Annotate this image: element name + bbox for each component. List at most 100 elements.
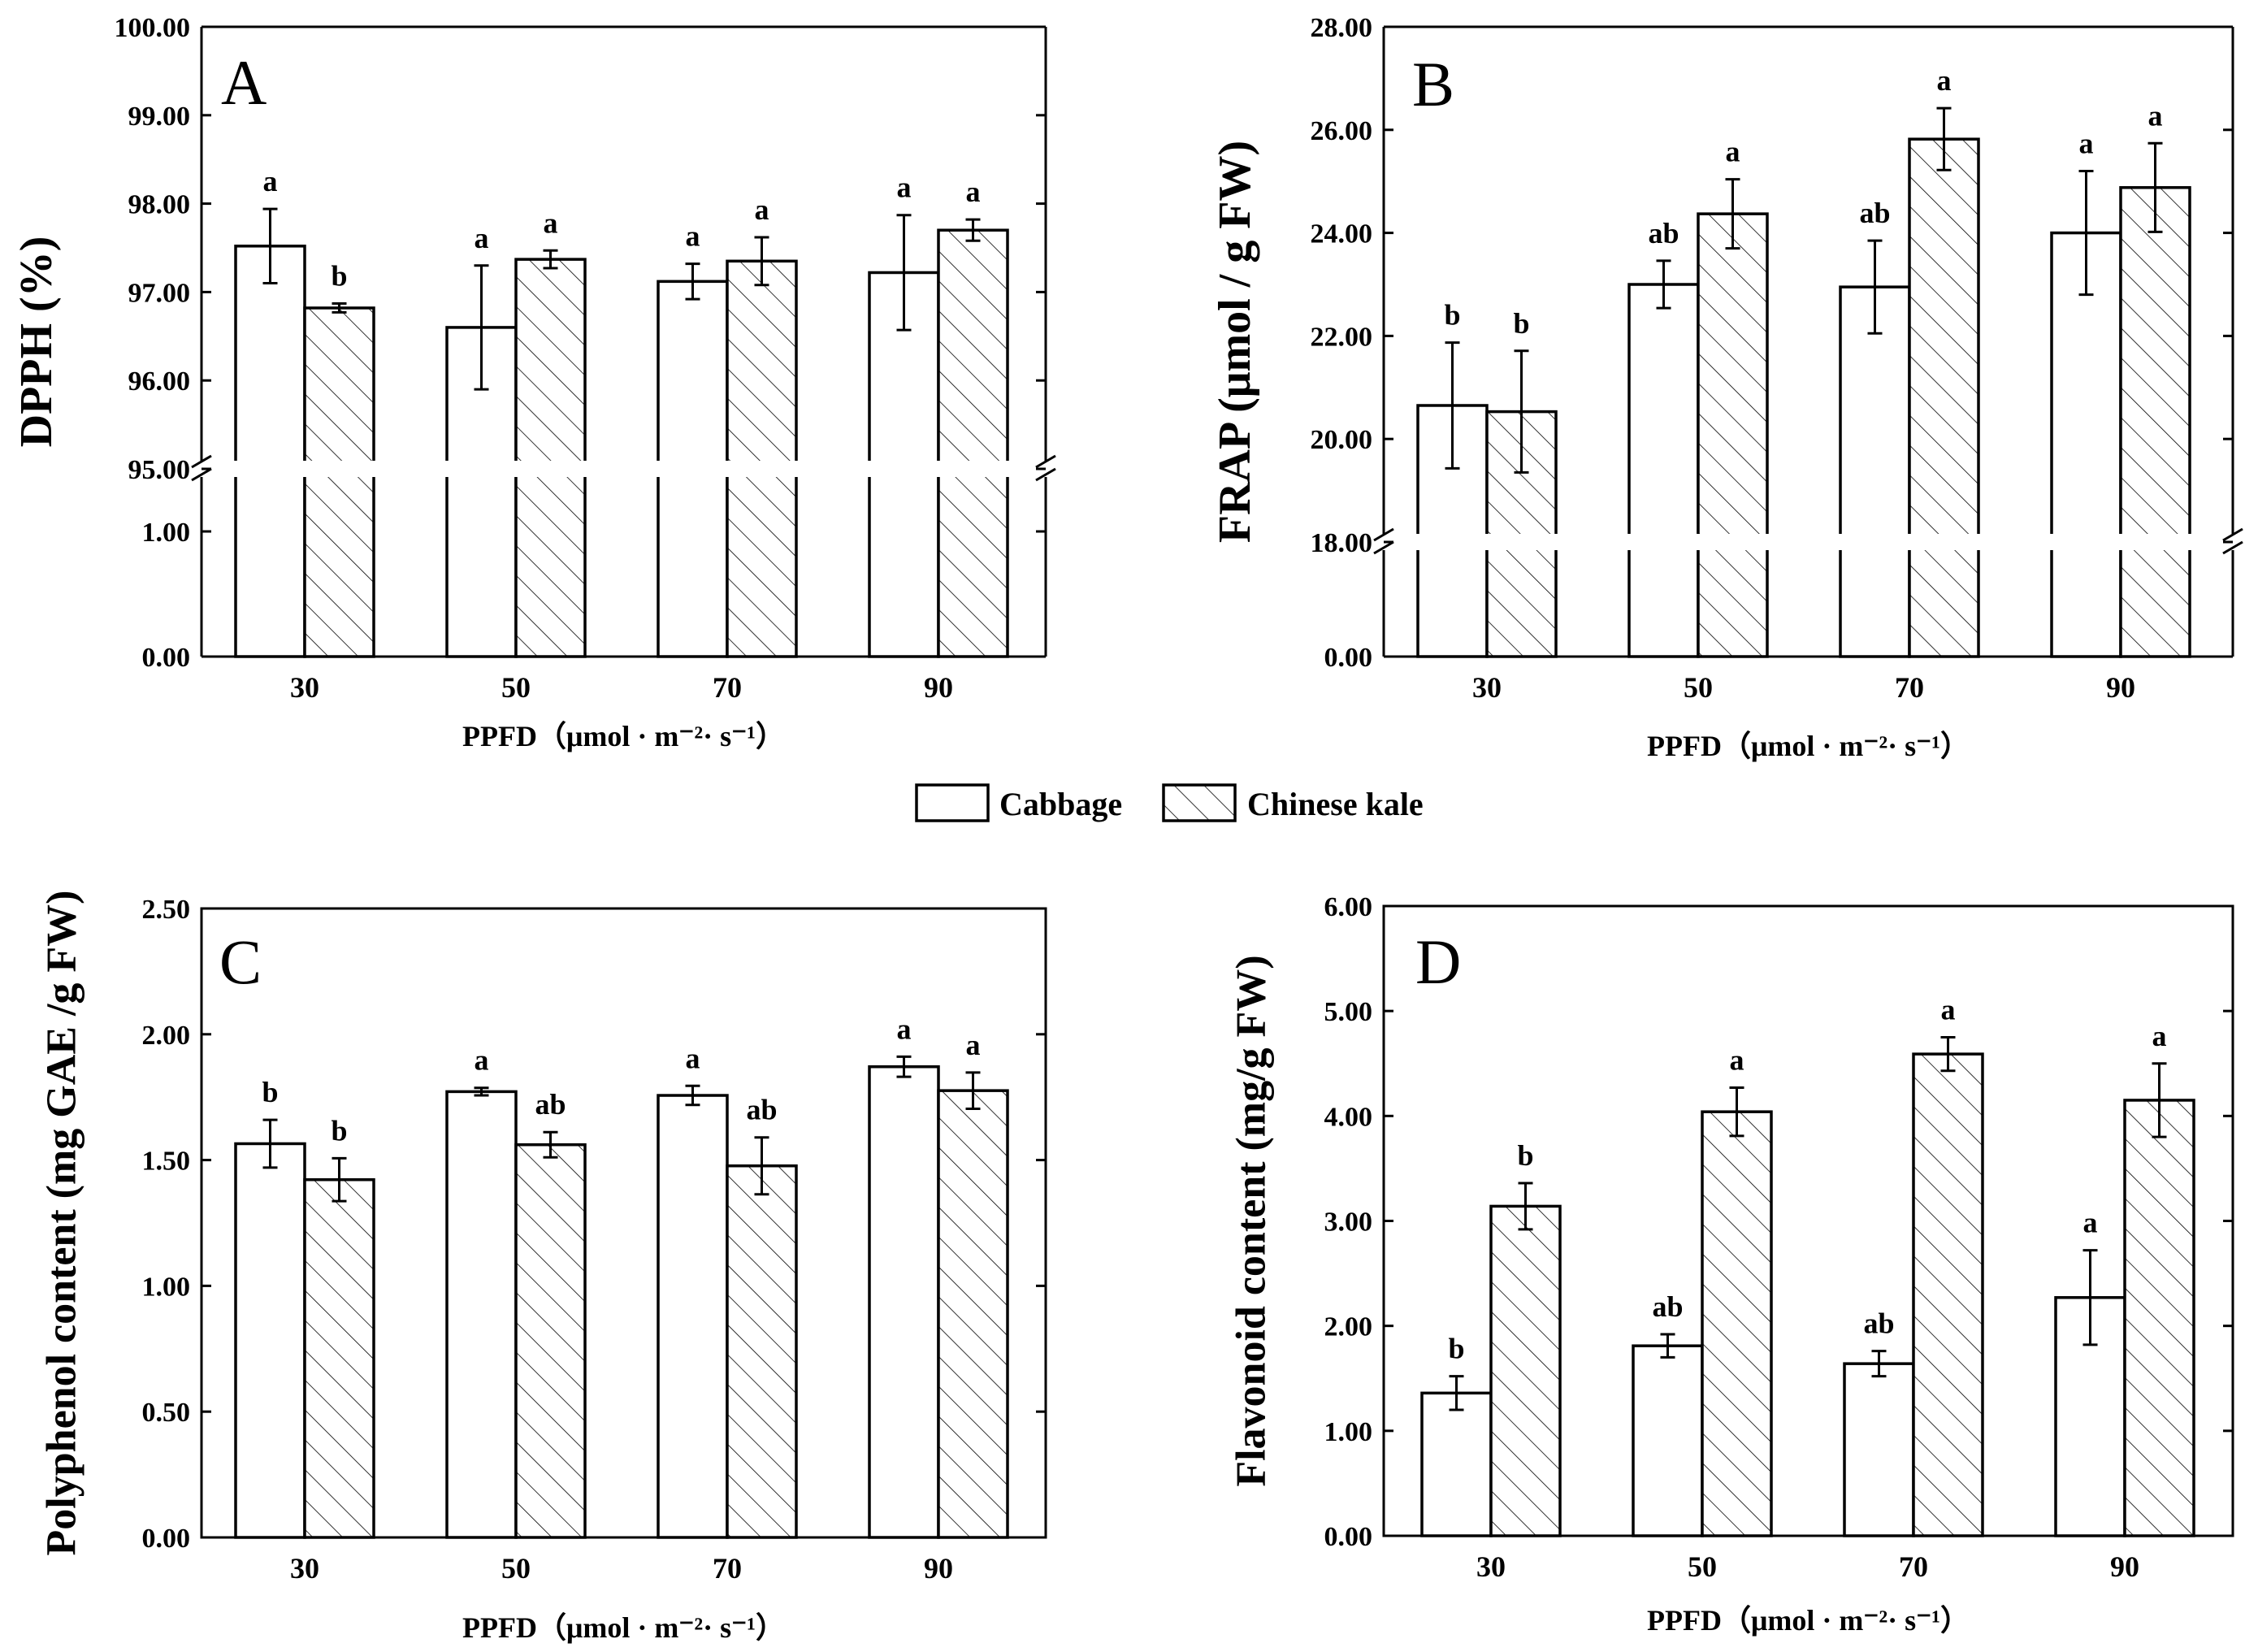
y-tick-label: 1.00	[142, 1272, 191, 1302]
x-tick-label: 50	[501, 1552, 531, 1585]
bar-break-gap	[1484, 534, 1558, 550]
panel-letter: D	[1415, 926, 1461, 997]
y-tick-label: 0.00	[142, 1524, 191, 1554]
significance-label: a	[475, 1044, 489, 1077]
y-axis-title: Flavonoid content (mg/g FW)	[1229, 955, 1275, 1486]
bar-break-gap	[867, 461, 941, 477]
x-tick-label: 90	[924, 671, 953, 704]
x-tick-label: 90	[2106, 671, 2135, 704]
plot-frame	[200, 907, 1047, 1539]
x-axis-title: PPFD（μmol · m⁻²· s⁻¹）	[462, 1611, 785, 1644]
y-tick-label: 100.00	[115, 13, 191, 43]
bar-chinese-kale-70	[1908, 137, 1980, 658]
axis-break-mark	[2222, 527, 2243, 542]
x-tick-label: 50	[1684, 671, 1713, 704]
significance-label: b	[262, 1076, 278, 1108]
y-axis-title: Polyphenol content (mg GAE /g FW)	[39, 891, 85, 1556]
y-axis-title: DPPH (%)	[11, 236, 62, 448]
bar-chinese-kale-70	[1912, 1052, 1984, 1537]
panels: 0.00 1.00 95.00 96.00 97.00 98.00 99.00 100.00 3…	[11, 13, 2243, 1644]
bar-break-gap	[1627, 534, 1701, 550]
significance-label: b	[1513, 307, 1529, 340]
axis-break-mark	[191, 467, 212, 482]
y-tick-label: 3.00	[1324, 1208, 1373, 1238]
x-tick-label: 70	[713, 671, 742, 704]
panel-d: 0.00 1.00 2.00 3.00 4.00 5.00 6.00 30 b b 50 ab a 70 a…	[1229, 892, 2234, 1637]
significance-label: ab	[1648, 217, 1679, 249]
bar-cabbage-70	[657, 1094, 729, 1539]
bar-chinese-kale-90	[2119, 186, 2191, 658]
legend-swatch-cabbage	[915, 783, 990, 822]
y-tick-label: 96.00	[128, 366, 191, 397]
bar-cabbage-50	[1627, 283, 1700, 658]
y-tick-label: 0.00	[1324, 643, 1373, 673]
bar-chinese-kale-30	[303, 1177, 375, 1539]
bar-chinese-kale-50	[514, 258, 587, 658]
y-tick-label: 99.00	[128, 102, 191, 132]
bar-chinese-kale-50	[1701, 1110, 1773, 1537]
x-tick-label: 30	[290, 671, 319, 704]
significance-label: a	[544, 206, 558, 239]
bar-chinese-kale-50	[514, 1143, 587, 1539]
bar-cabbage-30	[1420, 1391, 1493, 1537]
x-tick-label: 70	[1895, 671, 1924, 704]
legend-swatch-chinese-kale	[1162, 783, 1237, 822]
bar-cabbage-30	[234, 245, 306, 658]
y-tick-label: 97.00	[128, 278, 191, 308]
bar-chinese-kale-90	[937, 228, 1009, 658]
significance-label: b	[1444, 299, 1460, 332]
significance-label: ab	[1859, 197, 1890, 229]
bar-cabbage-30	[234, 1142, 306, 1539]
bar-break-gap	[444, 461, 518, 477]
bar-break-gap	[1415, 534, 1489, 550]
x-tick-label: 90	[2110, 1550, 2139, 1583]
bar-chinese-kale-30	[1489, 1204, 1562, 1537]
significance-label: a	[2148, 99, 2163, 132]
significance-label: a	[686, 1042, 700, 1074]
x-tick-label: 70	[713, 1552, 742, 1585]
significance-label: a	[475, 222, 489, 254]
panel-b: 0.00 18.00 20.00 22.00 24.00 26.00 28.00 30 b b 50…	[1210, 13, 2243, 762]
x-tick-label: 50	[501, 671, 531, 704]
y-tick-label: 0.00	[1324, 1522, 1373, 1552]
x-axis-title: PPFD（μmol · m⁻²· s⁻¹）	[462, 720, 785, 752]
significance-label: a	[755, 193, 769, 226]
x-tick-label: 30	[290, 1552, 319, 1585]
bar-cabbage-50	[1632, 1344, 1704, 1537]
y-tick-label: 2.50	[142, 895, 191, 925]
significance-label: a	[966, 1029, 981, 1061]
significance-label: a	[966, 176, 981, 208]
legend-label-cabbage: Cabbage	[999, 786, 1122, 822]
panel-letter: A	[221, 47, 267, 118]
x-axis-title: PPFD（μmol · m⁻²· s⁻¹）	[1647, 1604, 1970, 1637]
bar-break-gap	[233, 461, 307, 477]
axis-break-mark	[191, 454, 212, 469]
y-tick-label: 18.00	[1311, 528, 1373, 558]
y-tick-label: 0.00	[142, 643, 191, 673]
significance-label: a	[1726, 136, 1740, 168]
significance-label: a	[2152, 1020, 2167, 1052]
y-tick-label: 22.00	[1311, 322, 1373, 352]
panel-a: 0.00 1.00 95.00 96.00 97.00 98.00 99.00 100.00 3…	[11, 13, 1056, 752]
significance-label: ab	[746, 1094, 777, 1126]
bar-cabbage-70	[1839, 285, 1911, 658]
y-tick-label: 26.00	[1311, 116, 1373, 146]
significance-label: ab	[1863, 1307, 1894, 1340]
significance-label: a	[897, 171, 912, 204]
bar-break-gap	[656, 461, 730, 477]
bar-break-gap	[514, 461, 587, 477]
y-tick-label: 2.00	[142, 1021, 191, 1051]
legend: Cabbage Chinese kale	[915, 783, 1424, 822]
bar-break-gap	[2118, 534, 2192, 550]
y-tick-label: 95.00	[128, 455, 191, 485]
significance-label: ab	[535, 1088, 566, 1121]
axis-break-mark	[1373, 540, 1394, 555]
significance-label: a	[686, 220, 700, 253]
y-tick-label: 28.00	[1311, 13, 1373, 43]
y-tick-label: 1.00	[1324, 1417, 1373, 1447]
bar-cabbage-70	[1843, 1362, 1915, 1537]
significance-label: b	[331, 1114, 347, 1147]
y-tick-label: 4.00	[1324, 1102, 1373, 1132]
significance-label: b	[1517, 1139, 1533, 1172]
